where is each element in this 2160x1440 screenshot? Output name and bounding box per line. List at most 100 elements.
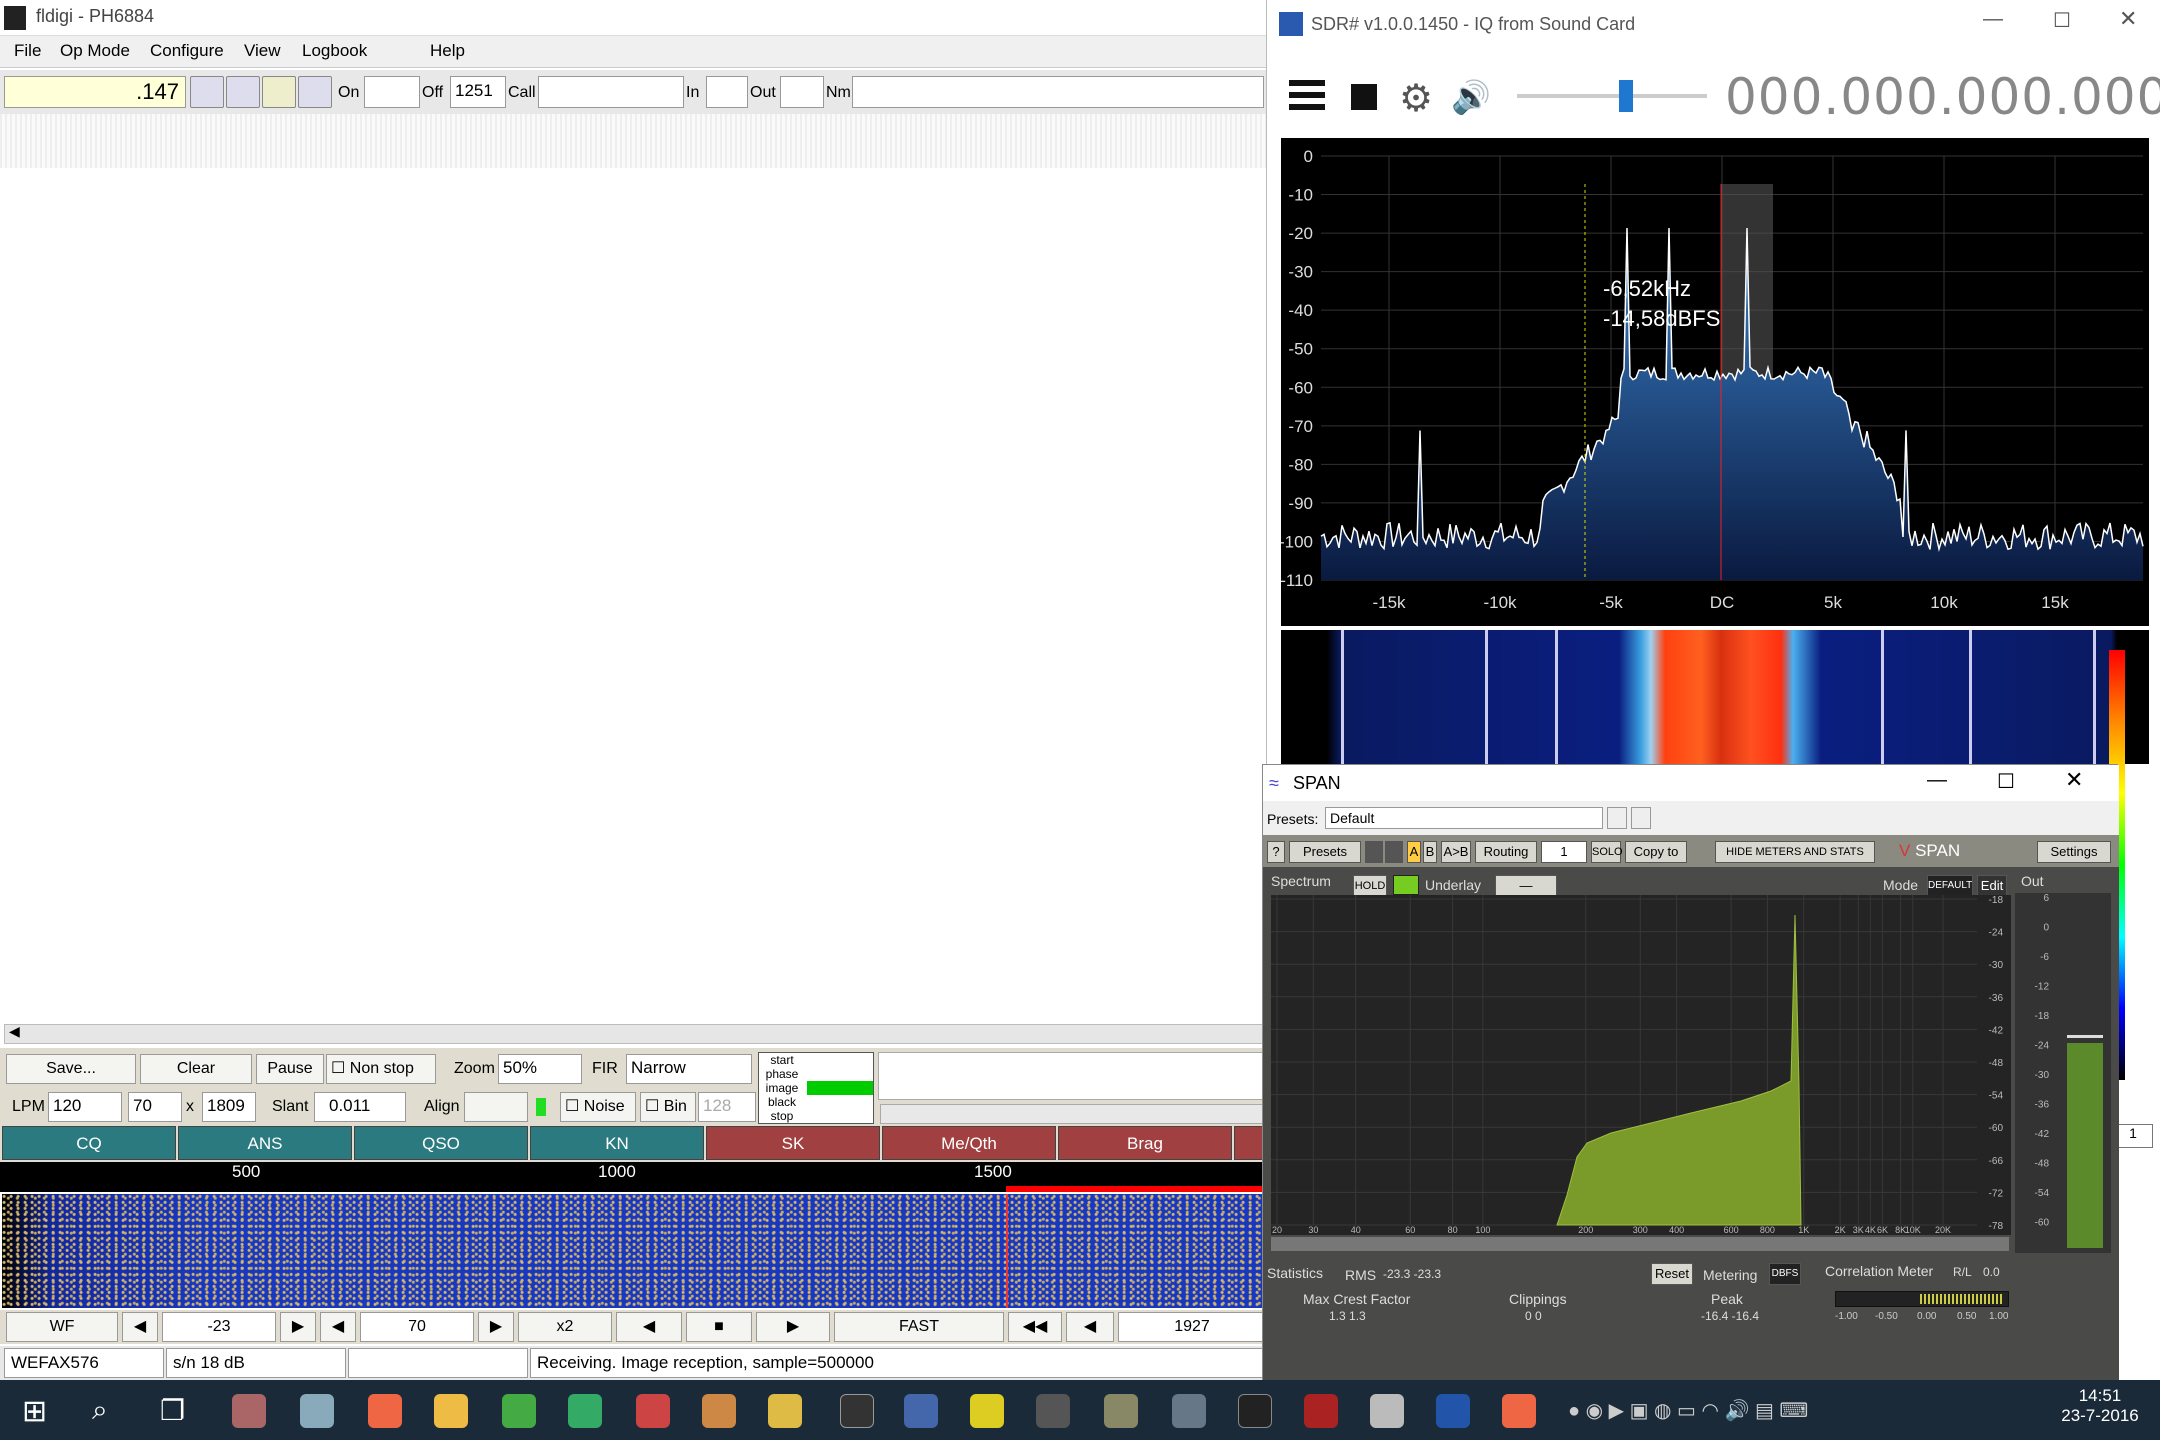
macro-ans[interactable]: ANS bbox=[178, 1126, 352, 1160]
minimize-icon[interactable]: — bbox=[1983, 8, 2003, 30]
maximize-icon[interactable]: ☐ bbox=[2053, 10, 2071, 32]
speaker-icon[interactable]: 🔊 bbox=[1451, 79, 1491, 115]
zoom-select[interactable]: 50% bbox=[498, 1054, 582, 1084]
hold-led[interactable] bbox=[1393, 875, 1419, 895]
span-minimize-icon[interactable]: — bbox=[1927, 769, 1947, 791]
span-maximize-icon[interactable]: ☐ bbox=[1997, 771, 2015, 793]
preset-select[interactable]: Default bbox=[1325, 807, 1603, 829]
terminal-icon[interactable] bbox=[1238, 1394, 1272, 1428]
red-app-icon[interactable] bbox=[1304, 1394, 1338, 1428]
frequency-field[interactable]: .147 bbox=[4, 76, 186, 108]
level-down-button[interactable]: ◀ bbox=[122, 1312, 158, 1342]
volume-slider[interactable] bbox=[1517, 94, 1707, 98]
speed-button[interactable]: FAST bbox=[834, 1312, 1004, 1342]
reset-button[interactable]: Reset bbox=[1651, 1263, 1693, 1285]
firefox2-icon[interactable] bbox=[1502, 1394, 1536, 1428]
wefax-scrollbar[interactable] bbox=[880, 1104, 1268, 1124]
save-preset-icon[interactable] bbox=[1631, 807, 1651, 829]
search-icon[interactable]: ⌕ bbox=[92, 1394, 108, 1425]
wefax-text-box[interactable] bbox=[878, 1052, 1268, 1100]
stop-button[interactable]: ■ bbox=[686, 1312, 752, 1342]
back-button[interactable]: ◀ bbox=[1066, 1312, 1114, 1342]
disk2-app-icon[interactable] bbox=[1370, 1394, 1404, 1428]
slant-field[interactable]: 0.011 bbox=[314, 1092, 406, 1122]
hide-meters-button[interactable]: HIDE METERS AND STATS bbox=[1715, 841, 1875, 863]
hamburger-icon[interactable] bbox=[1289, 80, 1325, 110]
pdf-icon[interactable] bbox=[970, 1394, 1004, 1428]
width-field[interactable]: 70 bbox=[128, 1092, 182, 1122]
range-down-button[interactable]: ◀ bbox=[320, 1312, 356, 1342]
solo-button[interactable]: SOLO bbox=[1591, 841, 1623, 863]
side-panel-field[interactable]: 1 bbox=[2113, 1124, 2153, 1148]
dbfs-button[interactable]: DBFS bbox=[1769, 1263, 1801, 1285]
disk-app-icon[interactable] bbox=[300, 1394, 334, 1428]
folder-icon[interactable] bbox=[434, 1394, 468, 1428]
pause-button[interactable]: Pause bbox=[256, 1054, 324, 1084]
settings-button[interactable]: Settings bbox=[2037, 841, 2111, 863]
stop-icon[interactable] bbox=[1351, 84, 1377, 110]
menu-help[interactable]: Help bbox=[430, 41, 465, 60]
bin-checkbox[interactable]: ☐ Bin bbox=[640, 1092, 696, 1122]
macro-sk[interactable]: SK bbox=[706, 1126, 880, 1160]
underlay-select[interactable]: — bbox=[1495, 875, 1557, 897]
globe-icon[interactable] bbox=[226, 76, 260, 108]
clear-log-icon[interactable] bbox=[262, 76, 296, 108]
save-button[interactable]: Save... bbox=[6, 1054, 136, 1084]
horizontal-scrollbar[interactable]: ◀ bbox=[4, 1023, 1266, 1044]
range-up-button[interactable]: ▶ bbox=[478, 1312, 514, 1342]
level-up-button[interactable]: ▶ bbox=[280, 1312, 316, 1342]
menu-configure[interactable]: Configure bbox=[150, 41, 224, 60]
clear-button[interactable]: Clear bbox=[140, 1054, 252, 1084]
network-app-icon[interactable] bbox=[1172, 1394, 1206, 1428]
macro-cq[interactable]: CQ bbox=[2, 1126, 176, 1160]
task-view-icon[interactable]: ❐ bbox=[160, 1395, 186, 1426]
mult-button[interactable]: x2 bbox=[518, 1312, 612, 1342]
sdr-frequency-display[interactable]: 000.000.000.000 bbox=[1725, 68, 2160, 126]
sdr-taskbar-icon[interactable] bbox=[1436, 1394, 1470, 1428]
chrome-icon[interactable] bbox=[502, 1394, 536, 1428]
in-field[interactable] bbox=[706, 76, 748, 108]
redo-button[interactable] bbox=[1385, 841, 1403, 863]
paint-icon[interactable] bbox=[702, 1394, 736, 1428]
b-button[interactable]: B bbox=[1423, 841, 1437, 863]
pen-icon[interactable] bbox=[1104, 1394, 1138, 1428]
align-button[interactable] bbox=[464, 1092, 528, 1122]
edit-button[interactable]: Edit bbox=[1977, 875, 2007, 897]
globe-app-icon[interactable] bbox=[568, 1394, 602, 1428]
macro-meqth[interactable]: Me/Qth bbox=[882, 1126, 1056, 1160]
out-field[interactable] bbox=[780, 76, 824, 108]
status-mode[interactable]: WEFAX576 bbox=[4, 1348, 164, 1378]
sdr-waterfall[interactable] bbox=[1281, 630, 2149, 764]
bin-field[interactable]: 128 bbox=[698, 1092, 756, 1122]
menu-file[interactable]: File bbox=[14, 41, 42, 60]
spectrum-analyzer[interactable]: -6,52kHz -14,58dBFS 0 -10 -20 -30 -40 -50 -60 -… bbox=[1281, 138, 2149, 626]
macro-brag[interactable]: Brag bbox=[1058, 1126, 1232, 1160]
height-field[interactable]: 1809 bbox=[202, 1092, 256, 1122]
a-button[interactable]: A bbox=[1407, 841, 1421, 863]
folder-icon[interactable] bbox=[1607, 807, 1627, 829]
sstv-icon[interactable] bbox=[904, 1394, 938, 1428]
wf-freq-field[interactable]: 1927 bbox=[1118, 1312, 1266, 1342]
waterfall[interactable] bbox=[2, 1194, 1266, 1308]
lpm-select[interactable]: 120 bbox=[48, 1092, 122, 1122]
menu-op-mode[interactable]: Op Mode bbox=[60, 41, 130, 60]
off-field[interactable]: 1251 bbox=[450, 76, 506, 108]
copy-to-button[interactable]: Copy to bbox=[1625, 841, 1687, 863]
wf-mode-button[interactable]: WF bbox=[6, 1312, 118, 1342]
routing-button[interactable]: Routing bbox=[1475, 841, 1537, 863]
close-icon[interactable]: ✕ bbox=[2119, 6, 2138, 31]
rewind-button[interactable]: ◀◀ bbox=[1008, 1312, 1062, 1342]
name-field[interactable] bbox=[852, 76, 1264, 108]
channel-field[interactable]: 1 bbox=[1541, 841, 1587, 863]
firefox-icon[interactable] bbox=[368, 1394, 402, 1428]
scroll-left-icon[interactable]: ◀ bbox=[9, 1023, 20, 1039]
clock[interactable]: 14:51 23-7-2016 bbox=[2060, 1386, 2140, 1426]
midi-icon[interactable] bbox=[1036, 1394, 1070, 1428]
on-field[interactable] bbox=[364, 76, 420, 108]
gear-icon[interactable]: ⚙ bbox=[1399, 78, 1434, 120]
noise-checkbox[interactable]: ☐ Noise bbox=[560, 1092, 636, 1122]
level-field[interactable]: -23 bbox=[162, 1312, 276, 1342]
scissors-app-icon[interactable] bbox=[232, 1394, 266, 1428]
fldigi-taskbar-icon[interactable] bbox=[840, 1394, 874, 1428]
macro-kn[interactable]: KN bbox=[530, 1126, 704, 1160]
